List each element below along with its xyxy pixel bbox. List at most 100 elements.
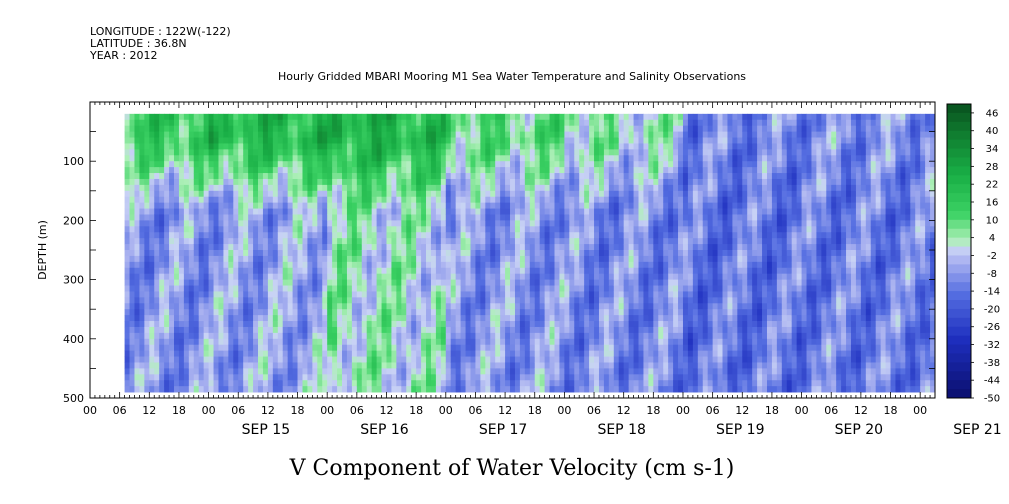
heatmap-cell — [544, 332, 550, 340]
heatmap-cell — [524, 178, 531, 186]
heatmap-cell — [579, 202, 585, 209]
heatmap-cell — [495, 356, 501, 363]
heatmap-cell — [485, 261, 491, 269]
heatmap-cell — [608, 362, 615, 369]
heatmap-cell — [416, 161, 422, 168]
heatmap-cell — [455, 291, 462, 298]
heatmap-cell — [198, 149, 205, 156]
heatmap-cell — [421, 161, 427, 168]
heatmap-cell — [272, 190, 279, 198]
heatmap-cell — [505, 380, 511, 387]
heatmap-cell — [485, 161, 491, 168]
heatmap-cell — [574, 285, 580, 292]
heatmap-cell — [460, 386, 466, 393]
heatmap-cell — [589, 356, 595, 363]
heatmap-cell — [529, 255, 536, 263]
heatmap-cell — [322, 173, 328, 180]
heatmap-cell — [198, 214, 205, 221]
heatmap-cell — [426, 279, 432, 286]
heatmap-cell — [297, 279, 303, 286]
heatmap-cell — [267, 214, 274, 221]
heatmap-cell — [302, 338, 308, 346]
heatmap-cell — [327, 178, 333, 186]
heatmap-cell — [638, 303, 644, 310]
heatmap-cell — [188, 178, 195, 186]
heatmap-cell — [426, 255, 432, 263]
heatmap-cell — [262, 161, 269, 168]
heatmap-cell — [490, 309, 496, 316]
heatmap-cell — [366, 149, 373, 156]
heatmap-cell — [277, 386, 284, 393]
heatmap-cell — [549, 119, 555, 127]
heatmap-cell — [480, 167, 486, 174]
heatmap-cell — [465, 250, 471, 257]
heatmap-cell — [514, 309, 521, 316]
heatmap-cell — [134, 380, 140, 387]
heatmap-cell — [455, 267, 462, 275]
heatmap-cell — [327, 161, 333, 168]
heatmap-cell — [149, 161, 155, 168]
heatmap-cell — [628, 261, 634, 269]
heatmap-cell — [267, 368, 274, 375]
heatmap-cell — [569, 368, 575, 375]
heatmap-cell — [549, 356, 555, 363]
heatmap-cell — [159, 338, 165, 346]
heatmap-cell — [223, 285, 229, 292]
heatmap-cell — [426, 380, 432, 387]
heatmap-cell — [435, 285, 442, 292]
heatmap-cell — [416, 119, 422, 127]
heatmap-cell — [386, 167, 392, 174]
heatmap-cell — [539, 297, 546, 304]
heatmap-cell — [421, 238, 427, 245]
heatmap-cell — [510, 380, 516, 387]
heatmap-cell — [440, 326, 447, 334]
heatmap-cell — [272, 149, 279, 156]
heatmap-cell — [312, 344, 318, 352]
heatmap-cell — [608, 285, 615, 292]
heatmap-cell — [435, 208, 442, 215]
heatmap-cell — [401, 214, 407, 221]
heatmap-cell — [455, 362, 462, 369]
heatmap-cell — [203, 232, 209, 239]
heatmap-cell — [129, 332, 135, 340]
heatmap-cell — [391, 350, 397, 357]
heatmap-cell — [435, 131, 442, 138]
heatmap-cell — [267, 332, 274, 340]
heatmap-cell — [223, 161, 229, 168]
heatmap-cell — [480, 149, 486, 156]
heatmap-cell — [638, 273, 644, 280]
heatmap-cell — [485, 220, 491, 227]
heatmap-cell — [534, 173, 541, 180]
heatmap-cell — [603, 250, 610, 257]
heatmap-cell — [317, 338, 323, 346]
heatmap-cell — [554, 208, 560, 215]
heatmap-cell — [435, 190, 442, 198]
heatmap-cell — [371, 208, 378, 215]
heatmap-cell — [144, 374, 150, 381]
heatmap-cell — [514, 238, 521, 245]
heatmap-cell — [154, 125, 160, 132]
heatmap-cell — [594, 190, 600, 198]
heatmap-cell — [579, 255, 585, 263]
heatmap-cell — [460, 244, 466, 251]
heatmap-cell — [159, 161, 165, 168]
heatmap-cell — [435, 315, 442, 322]
heatmap-cell — [356, 173, 363, 180]
heatmap-cell — [396, 167, 402, 174]
heatmap-cell — [623, 167, 630, 174]
heatmap-cell — [332, 386, 338, 393]
heatmap-cell — [233, 344, 239, 352]
heatmap-cell — [297, 338, 303, 346]
heatmap-cell — [317, 137, 323, 144]
heatmap-cell — [351, 208, 358, 215]
heatmap-cell — [213, 285, 219, 292]
heatmap-cell — [549, 226, 555, 233]
heatmap-cell — [159, 196, 165, 204]
heatmap-cell — [519, 291, 526, 298]
heatmap-cell — [633, 119, 639, 127]
heatmap-cell — [317, 297, 323, 304]
heatmap-cell — [198, 238, 205, 245]
heatmap-cell — [500, 291, 506, 298]
heatmap-cell — [337, 232, 343, 239]
heatmap-cell — [480, 125, 486, 132]
